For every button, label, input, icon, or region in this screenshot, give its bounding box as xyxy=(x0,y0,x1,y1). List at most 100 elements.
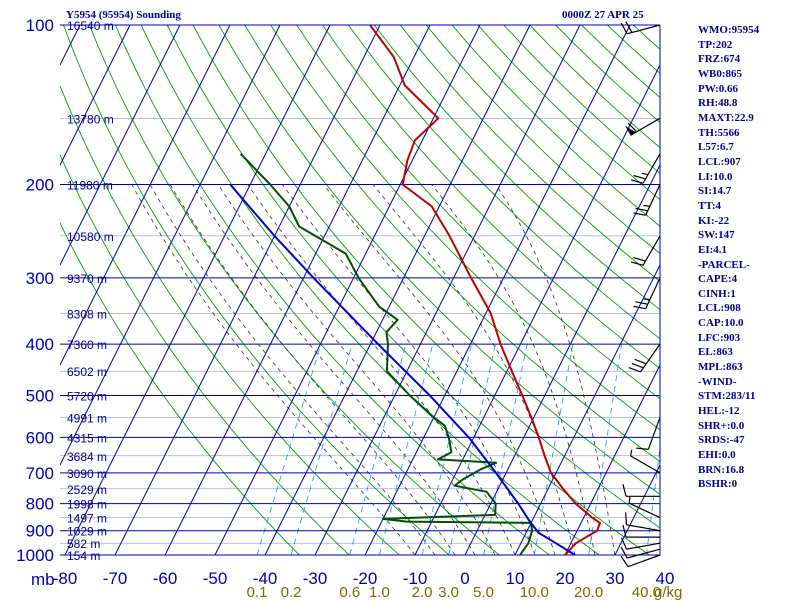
index-entry: CAPE:4 xyxy=(698,273,738,286)
index-entry: WB0:865 xyxy=(698,67,742,80)
wind-barb-staff xyxy=(645,277,661,309)
mixing-ratio-label: 0.2 xyxy=(281,584,302,600)
moist-adiabat xyxy=(495,184,616,555)
isotherm-line xyxy=(364,25,631,555)
pressure-tick-label: 700 xyxy=(26,464,54,483)
wind-barb-feather xyxy=(622,524,627,538)
index-entry: LCL:908 xyxy=(698,302,741,315)
temperature-tick-label: -50 xyxy=(203,569,228,588)
mixing-ratio-label: 40.0 xyxy=(632,584,661,600)
index-entry: RH:48.8 xyxy=(698,97,738,110)
pressure-tick-label: 200 xyxy=(26,176,54,195)
wind-barb-feather xyxy=(620,22,628,35)
moist-adiabat xyxy=(431,184,596,555)
dry-adiabat xyxy=(63,25,450,555)
mixing-ratio-line xyxy=(483,344,528,555)
isotherm-line xyxy=(264,25,531,555)
index-entry: -WIND- xyxy=(698,375,737,388)
index-entry: TH:5566 xyxy=(698,126,740,139)
wind-barb-feather xyxy=(633,257,646,262)
index-entry: WMO:95954 xyxy=(698,24,760,36)
wind-barb xyxy=(633,184,661,216)
temperature-tick-label: -10 xyxy=(403,569,428,588)
height-label: 1029 m xyxy=(67,525,107,539)
mixing-ratio-label: 10.0 xyxy=(520,584,549,600)
isotherm-line xyxy=(414,63,660,555)
wind-barb-half-feather xyxy=(643,204,650,207)
dry-adiabat xyxy=(218,25,660,495)
pressure-tick-label: 1000 xyxy=(16,546,54,565)
mixing-ratio-label: 20.0 xyxy=(574,584,603,600)
wind-barb-staff xyxy=(640,343,661,373)
mixing-ratio-line xyxy=(448,344,497,555)
height-label: 13780 m xyxy=(67,112,114,126)
mixing-ratio-line xyxy=(533,344,574,555)
pressure-axis-labels: 100 200 300 400 500 600 700 800 900 1000 xyxy=(16,16,54,565)
wind-barb-half-feather xyxy=(641,172,649,176)
pressure-tick-label: 800 xyxy=(26,495,54,514)
height-label: 1497 m xyxy=(67,512,107,526)
temperature-profile xyxy=(369,25,601,555)
moist-adiabat xyxy=(217,184,496,555)
isotherm-line xyxy=(214,25,481,555)
mixing-ratio-lines xyxy=(256,343,660,555)
temperature-tick-label: 40 xyxy=(656,569,675,588)
pressure-tick-label: 300 xyxy=(26,269,54,288)
isotherm-line xyxy=(60,25,281,467)
temperature-tick-label: 0 xyxy=(460,569,469,588)
height-label: 3090 m xyxy=(67,467,107,481)
mixing-ratio-label: 3.0 xyxy=(438,584,459,600)
isotherm-line xyxy=(60,25,131,167)
temperature-axis-labels: -80 -70 -60 -50 -40 -30 -20 -10 0 10 20 30 40 xyxy=(53,569,675,588)
wind-barb xyxy=(629,449,661,474)
index-entry: TP:202 xyxy=(698,38,733,51)
wind-barb xyxy=(620,554,661,568)
wind-barb-feather xyxy=(620,556,629,567)
index-entry: SW:147 xyxy=(698,229,735,242)
wind-barb-staff xyxy=(628,502,661,519)
wind-barb-feather xyxy=(620,537,628,550)
wind-barb-feather xyxy=(622,484,627,497)
temperature-tick-label: -80 xyxy=(53,569,78,588)
pressure-unit-label: mb xyxy=(31,570,55,589)
mixing-ratio-line xyxy=(378,343,434,555)
wind-barb-staff xyxy=(626,542,661,550)
wind-barb xyxy=(636,417,661,450)
mixing-ratio-line xyxy=(290,343,353,555)
pressure-tick-label: 900 xyxy=(26,522,54,541)
isotherm-line xyxy=(164,25,431,555)
isotherm-line xyxy=(64,25,331,555)
pressure-tick-label: 100 xyxy=(26,16,54,35)
isotherm-line xyxy=(314,25,581,555)
mixing-ratio-label: 1.0 xyxy=(369,584,390,600)
isotherm-line xyxy=(60,25,231,367)
height-label: 6502 m xyxy=(67,365,107,379)
index-entry: PW:0.66 xyxy=(698,82,739,95)
temperature-tick-label: 10 xyxy=(506,569,525,588)
mixing-ratio-labels: 0.1 0.2 0.6 1.0 2.0 3.0 5.0 10.0 20.0 40.0 xyxy=(247,584,661,600)
wind-barb-staff xyxy=(627,554,661,568)
height-label: 1998 m xyxy=(67,498,107,512)
height-label: 5720 m xyxy=(67,390,107,404)
dry-adiabat xyxy=(114,25,550,555)
temperature-tick-label: -40 xyxy=(253,569,278,588)
index-entry: TT:4 xyxy=(698,199,722,212)
wind-barb xyxy=(622,524,660,538)
sounding-profiles xyxy=(229,25,601,555)
wind-barb-feather xyxy=(631,362,644,369)
wind-barb-staff xyxy=(647,417,661,450)
index-entry: HEL:-12 xyxy=(698,405,740,418)
parcel-profile xyxy=(229,183,576,555)
index-entry: MPL:863 xyxy=(698,361,743,374)
mixing-ratio-line xyxy=(645,444,660,555)
isotherm-line xyxy=(114,25,381,555)
moist-adiabat xyxy=(169,184,456,555)
wind-barb xyxy=(625,117,661,136)
wind-barb xyxy=(622,484,660,497)
wind-barb xyxy=(620,21,661,35)
temperature-tick-label: -20 xyxy=(353,569,378,588)
wind-barb-half-feather xyxy=(643,298,650,301)
temperature-tick-label: -60 xyxy=(153,569,178,588)
wind-barb-feather xyxy=(630,179,644,184)
